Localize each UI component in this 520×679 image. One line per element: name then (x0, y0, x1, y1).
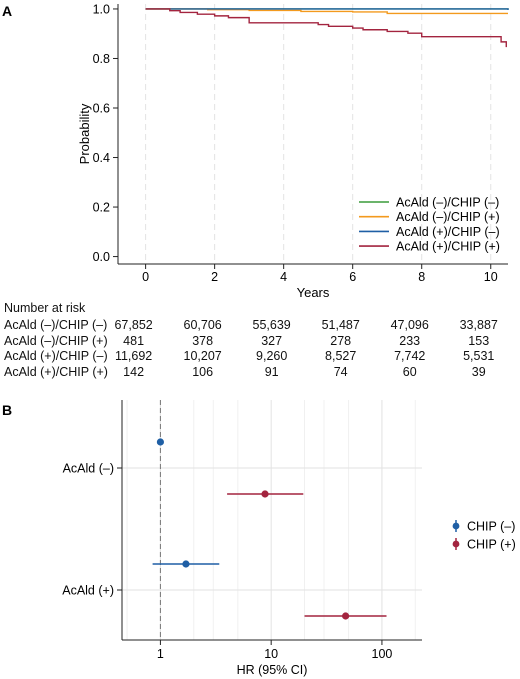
risk-count: 74 (333, 365, 348, 380)
forest-x-tick-label: 100 (372, 647, 393, 661)
km-x-tick-label: 10 (484, 270, 498, 284)
km-y-tick-label: 0.2 (93, 201, 110, 215)
km-x-tick-label: 0 (142, 270, 149, 284)
risk-count: 7,742 (394, 349, 426, 364)
km-legend-label: AcAld (–)/CHIP (+) (396, 210, 500, 224)
risk-table-row: AcAld (–)/CHIP (+) 481 378 327 278 233 153 (0, 334, 520, 350)
forest-legend-label: CHIP (–) (467, 520, 515, 534)
risk-count: 51,487 (321, 318, 360, 332)
risk-count: 278 (330, 333, 352, 348)
risk-count: 481 (123, 333, 145, 348)
km-y-tick-label: 0.4 (93, 151, 110, 165)
risk-count: 47,096 (390, 318, 429, 332)
risk-table-row: AcAld (–)/CHIP (–) 67,852 60,706 55,639 51,4… (0, 318, 520, 334)
forest-estimates (152, 438, 387, 620)
risk-row-label: AcAld (–)/CHIP (–) (4, 318, 108, 332)
risk-count: 60 (402, 365, 417, 380)
panel-b-tag: B (2, 402, 12, 418)
risk-count: 11,692 (114, 349, 153, 364)
km-curve-3 (145, 8, 509, 10)
km-y-tick-label: 0.6 (93, 102, 110, 116)
km-x-tick-label: 6 (349, 270, 356, 284)
panel-a-tag: A (2, 3, 12, 19)
risk-count: 153 (468, 333, 490, 348)
forest-x-tick-label: 10 (264, 647, 278, 661)
km-y-tick-label: 0.8 (93, 52, 110, 66)
risk-row-label: AcAld (–)/CHIP (+) (4, 333, 108, 348)
km-x-tick-label: 4 (280, 270, 287, 284)
risk-table-row: AcAld (+)/CHIP (+) 142 106 91 74 60 39 (0, 365, 520, 381)
risk-count: 378 (192, 333, 214, 348)
risk-count: 39 (471, 365, 486, 380)
km-legend-label: AcAld (+)/CHIP (+) (396, 240, 500, 254)
forest-category-label: AcAld (+) (62, 584, 114, 598)
km-y-axis-label: Probability (77, 103, 92, 164)
km-x-tick-label: 2 (211, 270, 218, 284)
forest-legend: CHIP (–) CHIP (+) (452, 520, 516, 552)
forest-point (156, 438, 165, 446)
km-axes (117, 4, 508, 265)
km-legend-label: AcAld (–)/CHIP (–) (396, 196, 499, 210)
forest-x-axis-label: HR (95% CI) (237, 663, 308, 677)
forest-point (342, 612, 350, 620)
forest-legend-dot (452, 540, 460, 548)
km-legend: AcAld (–)/CHIP (–)AcAld (–)/CHIP (+)AcAl… (359, 196, 500, 254)
km-y-ticks: 0.0 0.2 0.4 0.6 0.8 1.0 (93, 2, 118, 264)
km-survival-curves (145, 8, 509, 48)
km-y-tick-label: 0.0 (93, 250, 110, 264)
risk-row-label: AcAld (+)/CHIP (–) (4, 349, 108, 364)
forest-gridlines (122, 400, 422, 640)
km-x-tick-label: 8 (418, 270, 425, 284)
km-gridlines (145, 4, 492, 264)
risk-count: 55,639 (252, 318, 291, 332)
risk-count: 8,527 (325, 349, 357, 364)
risk-count: 33,887 (459, 318, 498, 332)
risk-count: 106 (192, 365, 214, 380)
forest-point (261, 490, 269, 498)
risk-count: 91 (264, 365, 279, 380)
risk-count: 233 (399, 333, 421, 348)
forest-x-ticks: 1 10 100 (157, 640, 392, 661)
risk-row-label: AcAld (+)/CHIP (+) (4, 365, 108, 380)
forest-axes (121, 400, 422, 641)
risk-count: 5,531 (463, 349, 495, 364)
forest-category-labels: AcAld (–) AcAld (+) (62, 462, 122, 598)
forest-category-label: AcAld (–) (63, 462, 114, 476)
forest-x-tick-label: 1 (157, 647, 164, 661)
forest-point (182, 560, 190, 568)
risk-count: 327 (261, 333, 283, 348)
km-y-tick-label: 1.0 (93, 2, 110, 16)
risk-count: 10,207 (183, 349, 222, 364)
km-curve-4 (145, 8, 507, 48)
km-x-axis-label: Years (297, 285, 330, 300)
km-legend-label: AcAld (+)/CHIP (–) (396, 225, 500, 239)
risk-table-title: Number at risk (4, 301, 86, 315)
risk-table-row: AcAld (+)/CHIP (–) 11,692 10,207 9,260 8,527… (0, 349, 520, 365)
risk-count: 67,852 (114, 318, 153, 332)
risk-count: 60,706 (183, 318, 222, 332)
risk-count: 142 (123, 365, 145, 380)
risk-count: 9,260 (256, 349, 288, 364)
km-x-ticks: 0 2 4 6 8 10 (142, 264, 498, 284)
forest-legend-dot (452, 522, 460, 530)
forest-legend-label: CHIP (+) (467, 538, 516, 552)
